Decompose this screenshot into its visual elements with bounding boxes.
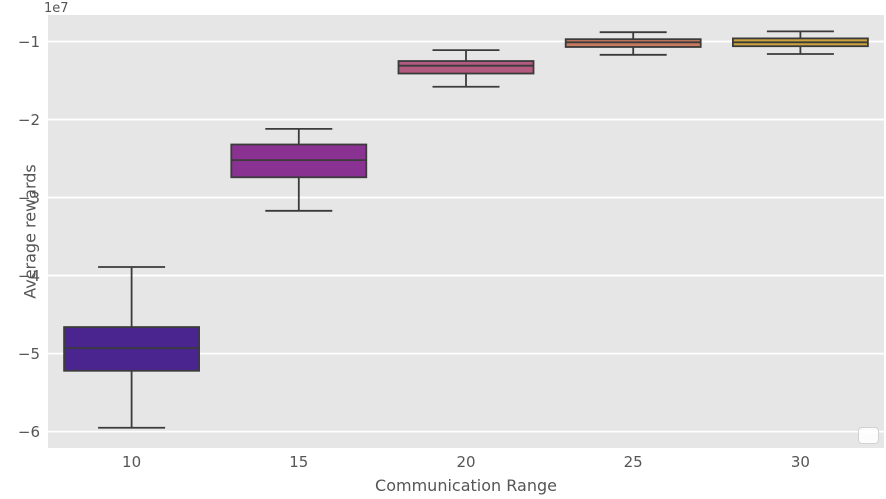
- y-axis-offset-label: 1e7: [44, 1, 69, 16]
- y-tick-label: −4: [17, 266, 40, 285]
- y-tick-label: −2: [17, 110, 40, 129]
- y-axis-label: Average rewards: [20, 164, 40, 299]
- plot-area: [48, 15, 884, 448]
- x-tick-label: 10: [122, 453, 142, 471]
- box-20: [397, 60, 535, 75]
- x-tick-label: 20: [456, 453, 476, 471]
- x-tick-label: 25: [623, 453, 643, 471]
- y-tick-label: −3: [17, 188, 40, 207]
- legend-placeholder: [858, 427, 879, 444]
- y-tick-label: −5: [17, 344, 40, 363]
- x-axis-label: Communication Range: [375, 476, 557, 495]
- x-tick-label: 15: [289, 453, 309, 471]
- boxplot-canvas: [48, 30, 884, 433]
- y-tick-label: −1: [17, 32, 40, 51]
- y-tick-label: −6: [17, 422, 40, 441]
- x-tick-label: 30: [790, 453, 810, 471]
